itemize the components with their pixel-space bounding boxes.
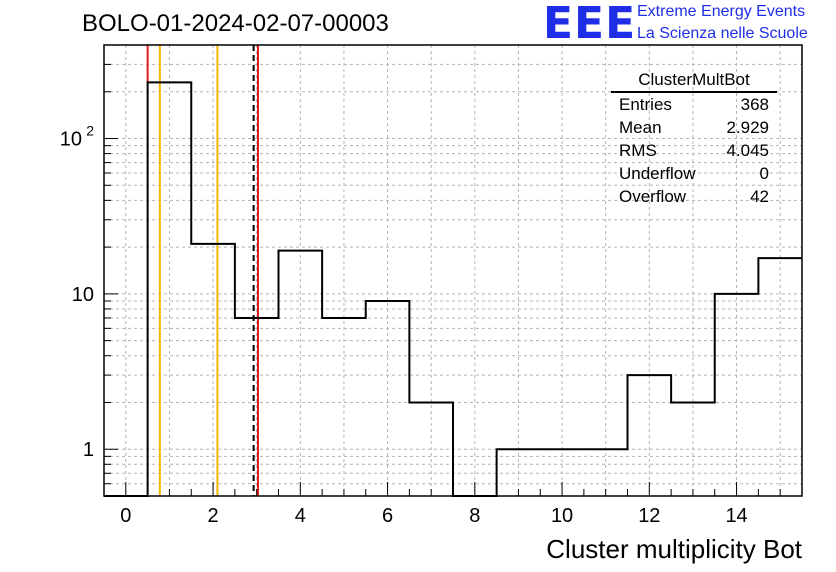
histogram-bin [497, 449, 541, 496]
logo-line-2: La Scienza nelle Scuole [637, 25, 808, 42]
histogram-bin [628, 375, 672, 496]
stats-value: 4.045 [726, 141, 769, 160]
histogram-bin [671, 402, 715, 496]
histogram-bin [235, 318, 279, 496]
stats-value: 368 [740, 95, 769, 114]
x-tick-label: 14 [725, 505, 747, 527]
y-tick-label: 10 [72, 284, 94, 306]
histogram-bin [322, 318, 366, 496]
y-tick-exponent: 2 [86, 123, 94, 139]
histogram-bin [148, 82, 192, 496]
x-tick-label: 2 [208, 505, 219, 527]
stats-row-mean: Mean 2.929 [611, 116, 777, 139]
stats-row-overflow: Overflow 42 [611, 185, 777, 208]
histogram-bin [191, 244, 235, 496]
histogram-bin [279, 251, 323, 496]
stats-label: Entries [619, 95, 672, 114]
stats-value: 42 [750, 187, 769, 206]
histogram-bin [715, 294, 759, 496]
x-axis-label: Cluster multiplicity Bot [546, 534, 802, 564]
y-tick-label: 1 [83, 439, 94, 461]
x-tick-label: 4 [295, 505, 306, 527]
y-tick-label: 10 [60, 129, 82, 151]
histogram-series [104, 81, 802, 497]
x-tick-label: 10 [551, 505, 573, 527]
histogram-bin [584, 449, 628, 496]
stats-value: 2.929 [726, 118, 769, 137]
histogram-bin [409, 402, 453, 496]
stats-title: ClusterMultBot [611, 70, 777, 93]
stats-label: Overflow [619, 187, 687, 206]
stats-box: ClusterMultBot Entries 368 Mean 2.929 RM… [611, 70, 777, 208]
stats-label: Mean [619, 118, 662, 137]
stats-row-underflow: Underflow 0 [611, 162, 777, 185]
eee-logo: EEE [543, 0, 637, 49]
x-tick-label: 8 [469, 505, 480, 527]
x-tick-label: 0 [120, 505, 131, 527]
stats-value: 0 [759, 164, 769, 183]
histogram-bin [758, 258, 802, 496]
stats-row-rms: RMS 4.045 [611, 139, 777, 162]
x-tick-label: 6 [382, 505, 393, 527]
x-tick-label: 12 [638, 505, 660, 527]
stats-label: Underflow [619, 164, 696, 183]
chart-title: BOLO-01-2024-02-07-00003 [82, 10, 389, 37]
logo-line-1: Extreme Energy Events [637, 3, 806, 20]
histogram-bin [366, 301, 410, 496]
stats-label: RMS [619, 141, 657, 160]
stats-row-entries: Entries 368 [611, 93, 777, 116]
